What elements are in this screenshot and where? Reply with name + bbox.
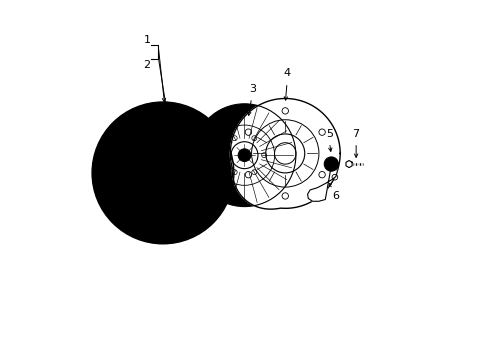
Text: 4: 4 (283, 68, 290, 78)
Circle shape (230, 99, 340, 208)
Text: 3: 3 (248, 84, 255, 94)
Text: 2: 2 (143, 60, 150, 70)
Text: 5: 5 (325, 129, 332, 139)
Circle shape (92, 102, 233, 244)
Text: 1: 1 (143, 35, 150, 45)
Circle shape (238, 149, 250, 162)
Text: 7: 7 (352, 129, 359, 139)
Text: 6: 6 (332, 192, 339, 201)
Polygon shape (346, 161, 351, 168)
Circle shape (193, 104, 295, 207)
Polygon shape (230, 99, 340, 209)
Polygon shape (307, 159, 337, 201)
Circle shape (156, 166, 170, 180)
Circle shape (324, 157, 338, 171)
